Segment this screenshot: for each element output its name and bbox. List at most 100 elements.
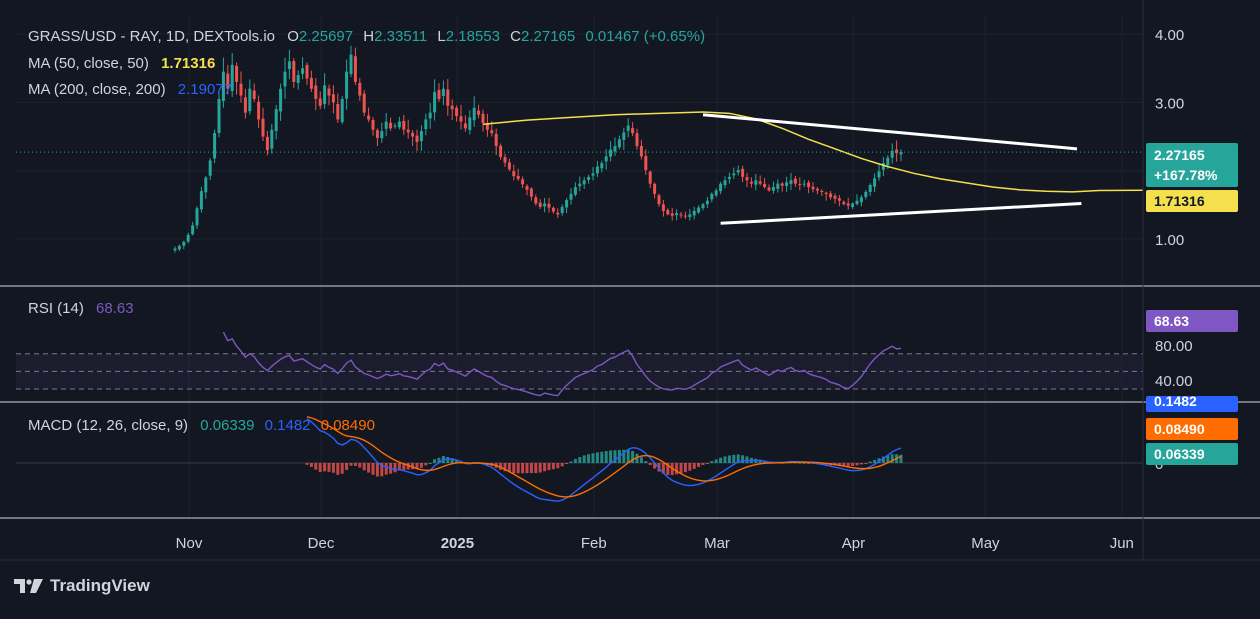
candle-body: [543, 203, 547, 207]
macd-histogram-bar: [697, 463, 701, 467]
candle-body: [758, 181, 762, 184]
macd-histogram-bar: [631, 450, 635, 463]
macd-histogram-bar: [741, 455, 745, 463]
macd-histogram-bar: [732, 454, 736, 463]
macd-histogram-bar: [543, 463, 547, 472]
high-value: 2.33511: [374, 28, 428, 45]
candle-body: [252, 90, 256, 99]
price-tick-label: 1.00: [1155, 232, 1184, 249]
macd-histogram-bar: [842, 463, 846, 467]
open-value: 2.25697: [298, 28, 354, 45]
candle-body: [683, 215, 687, 217]
macd-histogram-bar: [613, 450, 617, 463]
macd-histogram-bar: [635, 453, 639, 463]
macd-histogram-bar: [595, 452, 599, 463]
tradingview-brand[interactable]: TradingView: [14, 576, 150, 596]
candle-body: [463, 123, 467, 129]
macd-signal-line: [306, 416, 902, 498]
legend-ma50[interactable]: MA (50, close, 50) 1.71316: [28, 55, 215, 72]
macd-histogram-bar: [362, 463, 366, 471]
last-price-pct: +167.78%: [1154, 167, 1218, 183]
candle-body: [305, 64, 309, 79]
macd-histogram-bar: [534, 463, 538, 473]
candle-body: [653, 183, 657, 194]
candle-body: [745, 177, 749, 181]
candle-body: [767, 187, 771, 191]
candle-body: [595, 166, 599, 174]
time-tick-label: Feb: [581, 535, 607, 552]
macd-histogram-bar: [450, 458, 454, 463]
macd-histogram-bar: [305, 463, 309, 465]
candle-body: [776, 183, 780, 189]
candle-body: [340, 98, 344, 123]
candle-body: [296, 75, 300, 83]
legend-rsi[interactable]: RSI (14) 68.63: [28, 300, 134, 317]
macd-histogram-bar: [675, 463, 679, 475]
candle-body: [367, 115, 371, 120]
macd-signal-tag: 0.1482: [1146, 396, 1238, 412]
candle-body: [890, 150, 894, 158]
macd-histogram-bar: [798, 462, 802, 464]
macd-histogram-bar: [309, 463, 313, 468]
time-tick-label: May: [971, 535, 1000, 552]
high-label: H: [363, 28, 375, 45]
macd-histogram-bar: [873, 459, 877, 463]
time-tick-label: Jun: [1110, 535, 1134, 552]
macd-histogram-bar: [551, 463, 555, 470]
macd-histogram-bar: [336, 463, 340, 475]
macd-histogram-bar: [353, 463, 357, 466]
macd-histogram-bar: [397, 463, 401, 471]
candle-body: [353, 56, 357, 82]
trendline: [702, 113, 1078, 151]
candle-body: [472, 107, 476, 121]
candle-body: [688, 214, 692, 218]
candle-body: [736, 170, 740, 173]
legend-ma200[interactable]: MA (200, close, 200) 2.19077: [28, 81, 232, 98]
macd-histogram-bar: [736, 454, 740, 463]
macd-histogram-bar: [727, 455, 731, 463]
candle-body: [371, 120, 375, 130]
candle-body: [525, 186, 529, 190]
ma50-value: 1.71316: [161, 55, 216, 72]
macd-histogram-bar: [881, 456, 885, 463]
candle-body: [217, 98, 221, 133]
candle-body: [173, 248, 177, 251]
tradingview-logo-icon: [14, 579, 43, 593]
brand-label: TradingView: [50, 576, 150, 595]
candle-body: [191, 225, 195, 235]
candle-body: [547, 203, 551, 208]
macd-histogram-bar: [864, 463, 868, 464]
macd-histogram-bar: [573, 458, 577, 463]
macd-histogram-bar: [340, 463, 344, 474]
candle-body: [177, 245, 181, 250]
macd-histogram-bar: [859, 463, 863, 465]
candle-body: [419, 131, 423, 142]
candle-body: [274, 109, 278, 131]
candle-body: [710, 193, 714, 200]
candle-body: [811, 186, 815, 190]
candle-body: [309, 77, 313, 89]
candle-body: [397, 121, 401, 128]
macd-histogram-bar: [560, 463, 564, 467]
last-price-tag: 2.27165 +167.78%: [1146, 143, 1238, 187]
candle-body: [516, 175, 520, 179]
candle-body: [261, 118, 265, 137]
candle-body: [719, 183, 723, 192]
candle-body: [406, 129, 410, 133]
macd-histogram-bar: [582, 455, 586, 463]
candle-body: [855, 200, 859, 205]
time-tick-label: Dec: [308, 535, 335, 552]
legend-macd[interactable]: MACD (12, 26, close, 9) 0.06339 0.1482 0…: [28, 417, 375, 434]
macd-histogram-bar: [565, 463, 569, 464]
macd-histogram-bar: [899, 454, 903, 463]
macd-histogram-bar: [587, 454, 591, 463]
candle-body: [648, 171, 652, 184]
candle-body: [639, 146, 643, 157]
macd-histogram-bar: [622, 449, 626, 463]
macd-histogram-bar: [705, 463, 709, 464]
candle-body: [235, 65, 239, 82]
candle-body: [837, 198, 841, 201]
candle-body: [802, 183, 806, 185]
